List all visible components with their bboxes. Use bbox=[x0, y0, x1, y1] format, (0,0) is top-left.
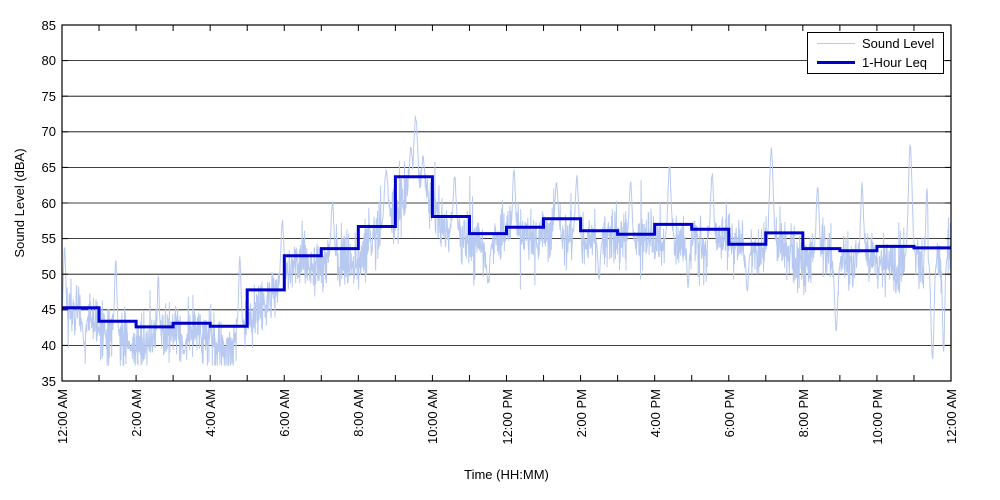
x-tick-label: 12:00 AM bbox=[944, 389, 959, 444]
x-tick-label: 2:00 AM bbox=[129, 389, 145, 437]
legend-label-leq: 1-Hour Leq bbox=[862, 54, 928, 70]
y-tick-label: 45 bbox=[41, 302, 56, 318]
x-tick-label: 8:00 AM bbox=[351, 389, 367, 437]
x-tick-label: 10:00 AM bbox=[425, 389, 441, 444]
y-tick-label: 75 bbox=[41, 88, 56, 104]
y-tick-label: 50 bbox=[41, 266, 56, 282]
x-tick-label: 12:00 AM bbox=[55, 389, 70, 444]
leq-line-sample bbox=[817, 60, 855, 64]
y-tick-label: 70 bbox=[41, 124, 56, 140]
y-tick-label: 80 bbox=[41, 53, 56, 69]
leq-step-line bbox=[62, 175, 951, 329]
legend: Sound Level 1-Hour Leq bbox=[807, 32, 944, 74]
sound-level-line-sample bbox=[817, 43, 855, 45]
y-tick-label: 35 bbox=[41, 373, 56, 389]
x-tick-label: 4:00 AM bbox=[203, 389, 219, 437]
x-tick-label: 8:00 PM bbox=[795, 389, 811, 438]
y-tick-label: 85 bbox=[41, 17, 56, 33]
x-tick-label: 12:00 PM bbox=[499, 389, 515, 445]
y-tick-label: 55 bbox=[41, 231, 56, 247]
x-tick-label: 2:00 PM bbox=[573, 389, 589, 438]
x-tick-label: 6:00 AM bbox=[277, 389, 293, 437]
x-tick-label: 4:00 PM bbox=[647, 389, 663, 438]
y-tick-label: 60 bbox=[41, 195, 56, 211]
x-tick-label: 6:00 PM bbox=[721, 389, 737, 438]
y-tick-label: 65 bbox=[41, 159, 56, 175]
y-tick-label: 40 bbox=[41, 337, 56, 353]
y-axis-title: Sound Level (dBA) bbox=[12, 148, 27, 258]
legend-item-sound-level: Sound Level bbox=[808, 36, 943, 51]
legend-item-leq: 1-Hour Leq bbox=[808, 55, 943, 70]
legend-label-sound-level: Sound Level bbox=[862, 36, 935, 52]
sound-level-trace bbox=[61, 115, 952, 366]
x-axis-title: Time (HH:MM) bbox=[464, 467, 549, 482]
x-tick-label: 10:00 PM bbox=[869, 389, 885, 445]
